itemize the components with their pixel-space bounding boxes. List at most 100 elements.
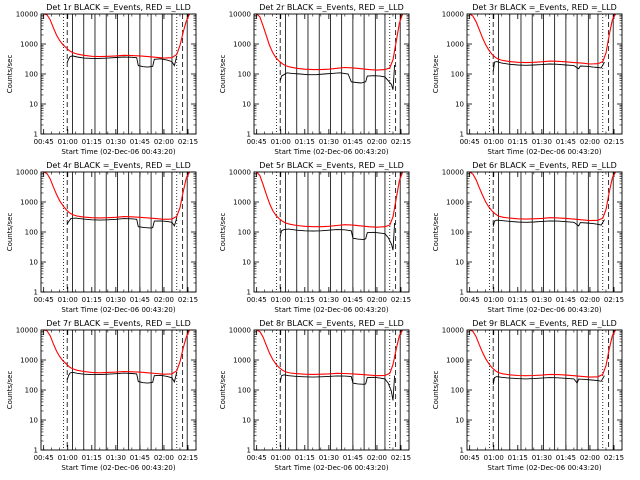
x-tick-label: 01:15 — [82, 296, 102, 304]
x-tick-label: 01:15 — [508, 454, 528, 462]
panel-title: Det 2r BLACK =_Events, RED =_LLD — [259, 3, 404, 12]
y-tick-label: 10 — [242, 259, 251, 267]
y-tick-label: 10 — [242, 417, 251, 425]
series-lld-line — [256, 329, 404, 377]
x-tick-label: 01:00 — [484, 138, 504, 146]
y-tick-label: 1000 — [20, 199, 38, 207]
plot-frame — [40, 171, 197, 293]
x-tick-label: 01:00 — [484, 296, 504, 304]
x-tick-label: 00:45 — [460, 138, 480, 146]
x-axis-label: Start Time (02-Dec-06 00:43:20) — [274, 306, 388, 314]
y-tick-label: 10 — [29, 101, 38, 109]
x-tick-label: 01:15 — [82, 454, 102, 462]
panel-title: Det 4r BLACK =_Events, RED =_LLD — [46, 161, 191, 170]
y-tick-label: 1000 — [20, 41, 38, 49]
x-tick-label: 01:45 — [556, 138, 576, 146]
y-tick-label: 1000 — [233, 199, 251, 207]
x-tick-label: 01:15 — [508, 138, 528, 146]
y-tick-label: 10 — [455, 417, 464, 425]
y-tick-label: 1000 — [20, 357, 38, 365]
x-tick-label: 00:45 — [460, 296, 480, 304]
y-tick-label: 10000 — [229, 11, 251, 19]
plot-frame — [40, 13, 197, 135]
x-axis-label: Start Time (02-Dec-06 00:43:20) — [487, 148, 601, 156]
x-tick-label: 01:15 — [508, 296, 528, 304]
y-tick-label: 100 — [238, 387, 251, 395]
y-tick-label: 10000 — [16, 327, 38, 335]
x-tick-label: 00:45 — [34, 138, 54, 146]
x-tick-label: 01:45 — [556, 296, 576, 304]
x-tick-label: 00:45 — [247, 138, 267, 146]
x-tick-label: 02:00 — [154, 454, 174, 462]
x-tick-label: 02:15 — [604, 454, 624, 462]
y-tick-label: 1 — [460, 131, 464, 139]
plot-frame — [466, 13, 623, 135]
series-lld-line — [43, 171, 191, 220]
x-axis-label: Start Time (02-Dec-06 00:43:20) — [274, 464, 388, 472]
y-tick-label: 1 — [34, 289, 38, 297]
y-tick-label: 100 — [451, 387, 464, 395]
x-tick-label: 01:30 — [106, 454, 126, 462]
plot-frame — [253, 329, 410, 451]
x-axis-label: Start Time (02-Dec-06 00:43:20) — [61, 148, 175, 156]
panel-title: Det 1r BLACK =_Events, RED =_LLD — [46, 3, 191, 12]
panel-1: Det 1r BLACK =_Events, RED =_LLD Start Ti… — [6, 3, 198, 156]
y-tick-label: 1 — [460, 289, 464, 297]
x-tick-label: 02:00 — [580, 454, 600, 462]
series-events-line — [492, 219, 605, 227]
panel-6: Det 6r BLACK =_Events, RED =_LLD Start Ti… — [432, 161, 624, 314]
panel-5: Det 5r BLACK =_Events, RED =_LLD Start Ti… — [219, 161, 411, 314]
y-tick-label: 10000 — [229, 169, 251, 177]
y-tick-label: 10000 — [442, 327, 464, 335]
x-tick-label: 01:30 — [532, 138, 552, 146]
y-tick-label: 100 — [451, 71, 464, 79]
y-tick-label: 10000 — [442, 11, 464, 19]
series-lld-line — [43, 13, 191, 59]
y-tick-label: 1000 — [446, 41, 464, 49]
y-tick-label: 100 — [451, 229, 464, 237]
x-tick-label: 01:45 — [556, 454, 576, 462]
x-axis-label: Start Time (02-Dec-06 00:43:20) — [61, 464, 175, 472]
x-axis-label: Start Time (02-Dec-06 00:43:20) — [61, 306, 175, 314]
x-tick-label: 01:30 — [319, 454, 339, 462]
series-events-line — [279, 374, 396, 401]
y-tick-label: 10000 — [442, 169, 464, 177]
y-tick-label: 1 — [247, 289, 251, 297]
x-tick-label: 02:00 — [580, 296, 600, 304]
x-tick-label: 02:00 — [367, 454, 387, 462]
plot-frame — [253, 171, 410, 293]
series-lld-line — [43, 329, 191, 375]
x-tick-label: 01:45 — [343, 296, 363, 304]
plot-frame — [40, 329, 197, 451]
panel-8: Det 8r BLACK =_Events, RED =_LLD Start Ti… — [219, 319, 411, 472]
x-tick-label: 02:15 — [391, 454, 411, 462]
x-tick-label: 01:30 — [106, 296, 126, 304]
x-tick-label: 01:15 — [82, 138, 102, 146]
x-tick-label: 01:00 — [58, 138, 78, 146]
x-tick-label: 02:15 — [391, 296, 411, 304]
y-tick-label: 1 — [247, 447, 251, 455]
x-tick-label: 01:00 — [271, 296, 291, 304]
x-tick-label: 00:45 — [460, 454, 480, 462]
x-axis-label: Start Time (02-Dec-06 00:43:20) — [487, 306, 601, 314]
series-events-line — [279, 64, 396, 90]
x-tick-label: 01:15 — [295, 296, 315, 304]
series-events-line — [492, 61, 605, 72]
panel-2: Det 2r BLACK =_Events, RED =_LLD Start Ti… — [219, 3, 411, 156]
x-tick-label: 02:00 — [367, 138, 387, 146]
x-tick-label: 01:00 — [271, 454, 291, 462]
x-axis-label: Start Time (02-Dec-06 00:43:20) — [274, 148, 388, 156]
series-lld-line — [469, 171, 617, 222]
y-tick-label: 1 — [34, 131, 38, 139]
y-axis-label: Counts/sec — [219, 371, 227, 410]
y-axis-label: Counts/sec — [432, 371, 440, 410]
y-tick-label: 100 — [238, 229, 251, 237]
x-tick-label: 01:30 — [319, 138, 339, 146]
panel-title: Det 7r BLACK =_Events, RED =_LLD — [46, 319, 191, 328]
x-tick-label: 01:30 — [319, 296, 339, 304]
y-tick-label: 1 — [460, 447, 464, 455]
x-tick-label: 02:00 — [154, 138, 174, 146]
y-tick-label: 1 — [247, 131, 251, 139]
series-events-line — [66, 371, 178, 384]
